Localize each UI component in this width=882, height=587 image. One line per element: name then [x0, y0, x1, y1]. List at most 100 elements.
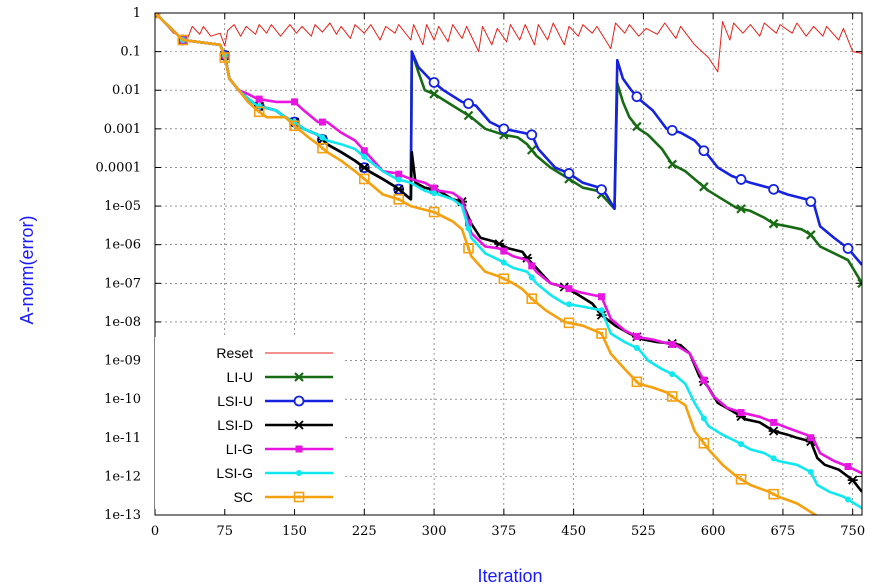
- data-point-sc: [289, 120, 300, 132]
- data-point-li-g: [700, 376, 708, 384]
- series-line-lsi-u: [155, 13, 862, 266]
- data-point-sc: [596, 328, 607, 339]
- data-point-li-g: [291, 98, 299, 106]
- data-point-li-u: [463, 110, 474, 121]
- data-point-lsi-g: [361, 153, 368, 160]
- data-point-sc: [359, 173, 370, 185]
- x-tick-label: 0: [151, 524, 159, 539]
- data-point-li-g: [464, 219, 472, 227]
- data-point-lsi-d: [494, 239, 505, 249]
- series-sc: [155, 13, 818, 515]
- data-point-li-g: [633, 332, 641, 340]
- data-point-lsi-d: [359, 163, 370, 173]
- data-point-lsi-u: [428, 77, 440, 88]
- legend-label-lsi-g: LSI-G: [216, 465, 253, 481]
- data-point-sc: [631, 376, 643, 388]
- data-point-lsi-u: [563, 168, 575, 179]
- data-point-sc: [317, 142, 328, 154]
- data-point-sc: [768, 488, 779, 500]
- x-tick-label: 150: [282, 524, 307, 539]
- data-point-lsi-u: [698, 145, 710, 157]
- series-li-u: [155, 13, 862, 289]
- tick-labels: 0 75 150 225 300 375 450 525 600 675 750 1 0.1 0.01 0.…: [96, 6, 866, 539]
- data-point-sc: [526, 293, 538, 304]
- data-point-li-g: [255, 95, 263, 103]
- data-point-sc: [698, 437, 710, 449]
- legend-label-reset: Reset: [216, 345, 253, 361]
- data-point-lsi-u: [498, 123, 510, 135]
- legend-label-li-g: LI-G: [226, 441, 253, 457]
- x-tick-label: 375: [491, 524, 516, 539]
- data-point-lsi-g: [528, 274, 535, 281]
- x-tick-label: 300: [422, 524, 447, 539]
- data-point-li-u: [806, 230, 816, 240]
- data-point-li-g: [770, 418, 778, 426]
- data-point-li-u: [768, 218, 779, 229]
- data-point-li-u: [857, 278, 862, 289]
- data-point-lsi-g: [845, 496, 852, 503]
- x-tick-label: 600: [701, 524, 726, 539]
- data-point-lsi-u: [735, 174, 747, 185]
- data-point-li-g: [598, 293, 606, 301]
- legend-background: [155, 337, 345, 509]
- x-tick-label: 750: [840, 524, 865, 539]
- data-point-li-g: [430, 184, 438, 192]
- y-axis-title: A-norm(error): [17, 215, 37, 324]
- y-tick-label: 1e-06: [104, 238, 141, 253]
- x-tick-label: 75: [216, 524, 233, 539]
- legend-marker-li-u: [294, 372, 304, 382]
- y-tick-label: 1e-10: [104, 392, 141, 407]
- y-tick-label: 0.1: [120, 45, 141, 60]
- data-point-lsi-g: [395, 176, 402, 183]
- data-point-sc: [428, 206, 440, 218]
- y-tick-label: 1e-08: [104, 315, 141, 330]
- y-tick-label: 1e-11: [104, 431, 141, 446]
- data-point-lsi-g: [319, 134, 326, 141]
- data-point-li-u: [699, 182, 709, 192]
- y-tick-label: 1e-12: [104, 469, 141, 484]
- data-point-sc: [219, 52, 231, 63]
- data-point-lsi-g: [431, 190, 438, 197]
- legend-marker-lsi-d: [294, 420, 304, 430]
- y-tick-label: 1e-05: [104, 199, 141, 214]
- data-point-li-u: [429, 89, 439, 99]
- data-point-lsi-g: [700, 415, 707, 422]
- data-point-lsi-u: [631, 91, 643, 103]
- data-point-li-g: [668, 340, 676, 348]
- data-point-lsi-u: [805, 196, 817, 208]
- series-reset: [155, 13, 862, 73]
- y-tick-label: 1: [133, 6, 141, 21]
- data-point-lsi-g: [770, 455, 777, 462]
- data-point-lsi-d: [768, 426, 779, 436]
- data-point-lsi-g: [598, 307, 605, 314]
- y-tick-label: 0.0001: [96, 160, 142, 175]
- data-point-lsi-d: [847, 475, 858, 485]
- data-point-li-g: [565, 285, 573, 293]
- data-point-sc: [735, 473, 747, 485]
- x-tick-label: 525: [631, 524, 656, 539]
- data-point-lsi-u: [842, 243, 854, 254]
- data-point-li-u: [736, 204, 746, 214]
- data-point-lsi-g: [633, 345, 640, 352]
- series-line-reset: [155, 13, 862, 73]
- data-point-lsi-u: [768, 183, 780, 195]
- data-point-li-u: [667, 159, 678, 170]
- data-point-sc: [498, 273, 510, 285]
- data-point-lsi-g: [738, 441, 745, 448]
- data-point-sc: [563, 317, 575, 329]
- x-tick-label: 675: [771, 524, 796, 539]
- data-point-lsi-g: [465, 225, 472, 232]
- data-point-li-g: [528, 262, 536, 270]
- series-line-li-u: [155, 13, 862, 284]
- plot-border: [154, 12, 863, 516]
- data-point-lsi-g: [500, 259, 507, 266]
- plot-frame: [154, 12, 863, 516]
- data-point-li-u: [632, 121, 642, 132]
- data-point-li-g: [360, 147, 368, 155]
- y-tick-label: 1e-07: [104, 276, 141, 291]
- legend-marker-sc: [293, 491, 305, 503]
- y-tick-label: 1e-13: [104, 508, 141, 523]
- data-point-lsi-u: [463, 98, 474, 110]
- data-point-lsi-g: [565, 301, 572, 308]
- x-axis-title: Iteration: [477, 566, 542, 586]
